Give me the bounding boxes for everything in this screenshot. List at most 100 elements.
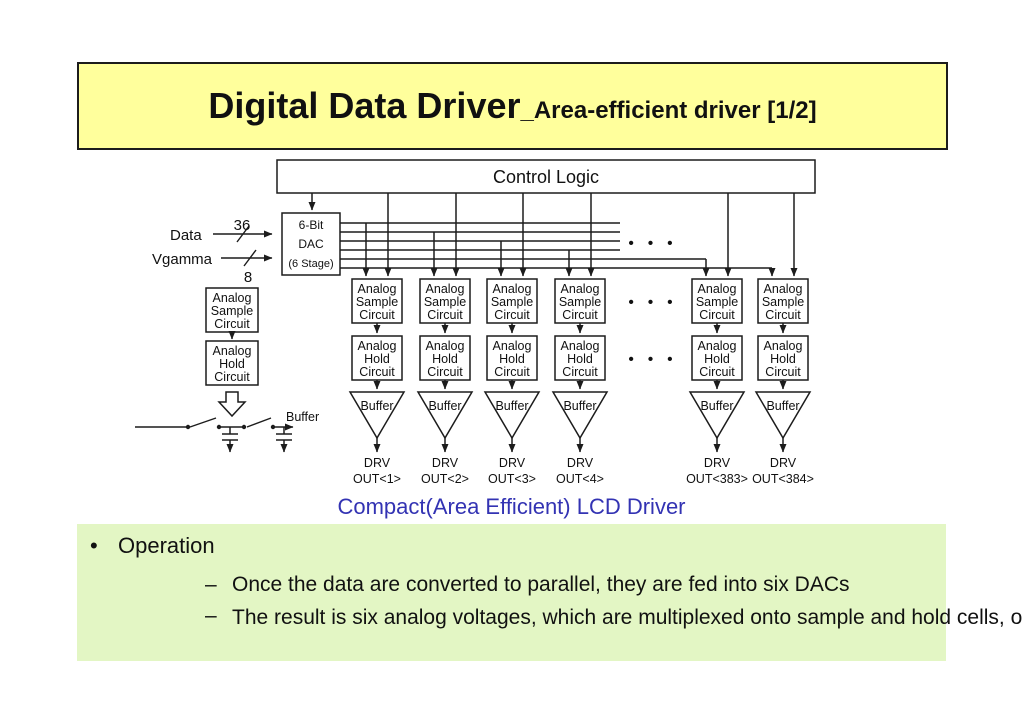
svg-text:Circuit: Circuit (562, 365, 598, 379)
ellipsis-sample-row: • • • (628, 294, 677, 311)
svg-text:Circuit: Circuit (494, 365, 530, 379)
svg-text:Analog: Analog (426, 282, 465, 296)
slide-title: Digital Data Driver (208, 85, 521, 126)
sample-circuit-box (351, 278, 403, 324)
dac-label-line2: DAC (298, 237, 324, 251)
drv-out-label: DRV (499, 456, 526, 470)
notes-item-2: The result is six analog voltages, which… (232, 606, 1023, 629)
svg-text:Analog: Analog (698, 339, 737, 353)
drv-out-index: OUT<3> (488, 472, 536, 486)
svg-text:Analog: Analog (426, 339, 465, 353)
input-data: Data 36 (170, 217, 273, 244)
control-logic-label: Control Logic (493, 167, 599, 187)
svg-text:Analog: Analog (213, 344, 252, 358)
sample-circuit-box (757, 278, 809, 324)
svg-text:Sample: Sample (696, 295, 738, 309)
driver-column-384: Analog Sample Circuit Analog Hold Circui… (752, 278, 814, 486)
hold-circuit-box (691, 335, 743, 381)
ellipsis-dac-row: • • • (628, 235, 677, 252)
svg-text:Circuit: Circuit (765, 308, 801, 322)
sample-circuit-box (486, 278, 538, 324)
svg-text:Circuit: Circuit (214, 370, 250, 384)
hold-circuit-box (351, 335, 403, 381)
svg-text:Hold: Hold (219, 357, 245, 371)
svg-text:Analog: Analog (358, 282, 397, 296)
diagram-caption: Compact(Area Efficient) LCD Driver (337, 494, 686, 519)
slide-subtitle: _Area-efficient driver [1/2] (520, 97, 817, 124)
buffer-label: Buffer (495, 399, 528, 413)
buffer-label: Buffer (766, 399, 799, 413)
svg-text:Analog: Analog (698, 282, 737, 296)
buffer-label: Buffer (428, 399, 461, 413)
dac-tap-arrows (362, 223, 776, 277)
control-logic-box (276, 159, 816, 194)
zoom-block-arrow (217, 391, 247, 418)
title-banner: Digital Data Driver_Area-efficient drive… (77, 62, 948, 150)
dash-marker: – (205, 604, 217, 627)
dac-label-line1: 6-Bit (299, 218, 324, 232)
sample-hold-schematic: Buffer (135, 410, 319, 453)
buffer-triangle (754, 391, 812, 440)
svg-text:Hold: Hold (704, 352, 730, 366)
svg-text:Analog: Analog (561, 339, 600, 353)
data-label: Data (170, 227, 202, 244)
dac-label-line3: (6 Stage) (288, 258, 333, 270)
buffer-triangle (348, 391, 406, 440)
drv-out-label: DRV (704, 456, 731, 470)
dash-marker: – (205, 573, 217, 596)
svg-text:Sample: Sample (211, 304, 253, 318)
svg-text:Hold: Hold (364, 352, 390, 366)
svg-text:Circuit: Circuit (562, 308, 598, 322)
drv-out-index: OUT<383> (686, 472, 748, 486)
buffer-label: Buffer (286, 410, 319, 424)
svg-text:Sample: Sample (559, 295, 601, 309)
buffer-triangle (416, 391, 474, 440)
notes-item-1: Once the data are converted to parallel,… (232, 573, 850, 596)
hold-circuit-box (757, 335, 809, 381)
detail-sample-hold: Analog Sample Circuit Analog Hold Circui… (205, 287, 259, 418)
sample-circuit-box (205, 287, 259, 333)
drv-out-label: DRV (770, 456, 797, 470)
bullet-marker: • (90, 533, 98, 558)
svg-text:Analog: Analog (493, 282, 532, 296)
data-bus-width: 36 (234, 217, 251, 234)
drv-out-label: DRV (364, 456, 391, 470)
svg-text:Analog: Analog (213, 291, 252, 305)
svg-text:Sample: Sample (762, 295, 804, 309)
svg-text:Analog: Analog (764, 282, 803, 296)
driver-column-1: Analog Sample Circuit Analog Hold Circui… (348, 278, 406, 486)
data-bus-slash (236, 225, 250, 243)
driver-column-3: Analog Sample Circuit Analog Hold Circui… (483, 278, 541, 486)
dac-box (281, 212, 341, 276)
svg-text:Hold: Hold (770, 352, 796, 366)
notes-heading: Operation (118, 533, 215, 558)
hold-circuit-box (554, 335, 606, 381)
svg-text:Sample: Sample (424, 295, 466, 309)
svg-text:Analog: Analog (358, 339, 397, 353)
hold-circuit-box (419, 335, 471, 381)
svg-text:Analog: Analog (764, 339, 803, 353)
vgamma-label: Vgamma (152, 251, 213, 268)
drv-out-index: OUT<2> (421, 472, 469, 486)
hold-circuit-box (486, 335, 538, 381)
ellipsis-hold-row: • • • (628, 351, 677, 368)
buffer-label: Buffer (700, 399, 733, 413)
title-text-group: Digital Data Driver_Area-efficient drive… (208, 85, 816, 127)
sample-circuit-box (554, 278, 606, 324)
control-drop-arrows (384, 193, 798, 277)
driver-column-383: Analog Sample Circuit Analog Hold Circui… (686, 278, 748, 486)
svg-text:Circuit: Circuit (214, 317, 250, 331)
svg-text:Circuit: Circuit (359, 365, 395, 379)
buffer-triangle (551, 391, 609, 440)
drv-out-label: DRV (432, 456, 459, 470)
driver-column-4: Analog Sample Circuit Analog Hold Circui… (551, 278, 609, 486)
svg-text:Circuit: Circuit (699, 365, 735, 379)
buffer-label: Buffer (563, 399, 596, 413)
svg-text:Circuit: Circuit (699, 308, 735, 322)
svg-text:Hold: Hold (499, 352, 525, 366)
svg-text:Circuit: Circuit (494, 308, 530, 322)
vgamma-bus-slash (243, 249, 257, 267)
drv-out-label: DRV (567, 456, 594, 470)
svg-text:Sample: Sample (356, 295, 398, 309)
